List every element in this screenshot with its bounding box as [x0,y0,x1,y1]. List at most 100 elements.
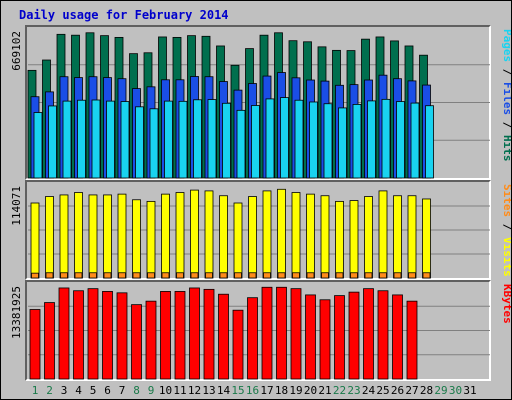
bar-kbytes-day-3 [58,287,70,380]
bar-sites-day-27 [408,272,416,279]
day-label-30: 30 [449,384,462,397]
bar-kbytes-day-15 [232,309,244,380]
bar-visits-day-25 [378,190,388,279]
bar-visits-day-5 [88,194,98,279]
day-label-22: 22 [333,384,346,397]
legend-visits-sites: Sites / Visits [501,184,511,277]
y-max-label: 13381925 [10,286,23,339]
bar-pages-day-18 [280,97,289,179]
bar-pages-day-1 [33,112,43,179]
day-label-31: 31 [463,384,476,397]
bar-pages-day-8 [135,106,144,179]
bar-pages-day-4 [77,99,86,179]
bar-kbytes-day-22 [334,295,345,380]
day-label-20: 20 [304,384,317,397]
y-max-label: 669102 [10,31,23,71]
day-label-25: 25 [376,384,389,397]
bar-pages-day-23 [352,104,362,179]
bar-sites-day-13 [205,272,213,279]
bar-visits-day-19 [291,192,301,279]
bar-kbytes-day-4 [73,290,84,380]
bar-sites-day-9 [147,272,155,279]
bar-sites-day-6 [103,272,112,279]
legend-part: Files [501,82,511,115]
bar-pages-day-10 [164,100,173,179]
day-label-7: 7 [119,384,126,397]
day-label-3: 3 [61,384,68,397]
bar-kbytes-day-9 [145,300,157,380]
bar-pages-day-26 [396,101,405,179]
legend-hits-files-pages: Pages / Files / Hits [501,29,511,162]
bar-visits-day-16 [248,196,257,279]
bar-visits-day-7 [117,193,127,279]
bar-pages-day-12 [193,99,202,179]
bar-pages-day-11 [178,100,188,179]
bar-sites-day-4 [74,272,83,279]
bar-kbytes-day-19 [290,288,302,380]
bar-kbytes-day-5 [87,288,99,380]
bar-visits-day-9 [146,200,156,279]
legend-kbytes: KBytes [501,284,511,324]
bar-kbytes-day-23 [348,291,360,380]
bar-visits-day-26 [393,195,402,279]
bar-sites-day-7 [118,272,126,279]
legend-part: / [501,62,511,82]
bar-pages-day-16 [251,105,260,179]
legend-part: / [501,217,511,237]
bar-sites-day-24 [364,272,373,279]
bar-sites-day-8 [132,272,141,279]
bar-kbytes-day-14 [218,293,229,380]
day-label-8: 8 [133,384,140,397]
day-label-13: 13 [202,384,215,397]
bar-sites-day-20 [306,272,315,279]
bar-kbytes-day-11 [174,291,186,380]
day-label-16: 16 [246,384,259,397]
bar-pages-day-6 [106,100,115,179]
bar-visits-day-17 [262,190,272,279]
bar-pages-day-7 [120,101,130,179]
day-label-29: 29 [434,384,447,397]
day-label-27: 27 [405,384,418,397]
bar-pages-day-21 [323,103,333,179]
bar-visits-day-14 [219,195,228,279]
bar-pages-day-28 [425,105,434,179]
day-label-24: 24 [362,384,376,397]
legend-part: Pages [501,29,511,62]
day-label-15: 15 [231,384,244,397]
bar-pages-day-24 [367,100,376,179]
bar-visits-day-11 [175,192,185,279]
bar-visits-day-24 [364,196,373,279]
day-label-9: 9 [148,384,155,397]
day-label-28: 28 [420,384,433,397]
day-label-6: 6 [104,384,111,397]
bar-sites-day-10 [161,272,170,279]
bar-kbytes-day-21 [319,299,331,380]
bar-sites-day-26 [393,272,402,279]
day-label-19: 19 [289,384,302,397]
bar-visits-day-13 [204,190,214,279]
bar-visits-day-12 [190,189,199,279]
bar-kbytes-day-27 [406,300,418,380]
day-label-23: 23 [347,384,360,397]
bar-pages-day-15 [236,109,246,179]
bar-sites-day-2 [45,272,54,279]
day-label-14: 14 [217,384,231,397]
bar-kbytes-day-20 [305,294,316,380]
bar-visits-day-10 [161,193,170,279]
bar-sites-day-5 [89,272,97,279]
legend-part: Visits [501,237,511,277]
day-label-21: 21 [318,384,331,397]
bar-pages-day-25 [381,98,391,179]
bar-sites-day-14 [219,272,228,279]
day-label-4: 4 [75,384,82,397]
bar-pages-day-14 [222,102,231,179]
bar-visits-day-3 [59,194,69,279]
bar-sites-day-21 [321,272,329,279]
bar-sites-day-25 [379,272,387,279]
bar-kbytes-day-24 [363,288,374,380]
bar-pages-day-22 [338,107,347,179]
bar-kbytes-day-13 [203,288,215,380]
bar-sites-day-12 [190,272,199,279]
